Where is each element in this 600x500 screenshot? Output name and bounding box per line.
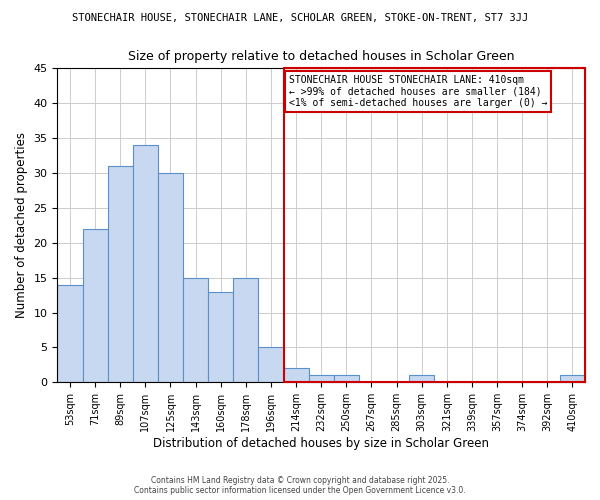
Bar xyxy=(158,173,183,382)
Text: Contains HM Land Registry data © Crown copyright and database right 2025.
Contai: Contains HM Land Registry data © Crown c… xyxy=(134,476,466,495)
Text: STONECHAIR HOUSE STONECHAIR LANE: 410sqm
← >99% of detached houses are smaller (: STONECHAIR HOUSE STONECHAIR LANE: 410sqm… xyxy=(289,74,547,108)
Bar xyxy=(284,68,585,382)
Y-axis label: Number of detached properties: Number of detached properties xyxy=(15,132,28,318)
Bar xyxy=(83,229,107,382)
Title: Size of property relative to detached houses in Scholar Green: Size of property relative to detached ho… xyxy=(128,50,514,63)
Text: STONECHAIR HOUSE, STONECHAIR LANE, SCHOLAR GREEN, STOKE-ON-TRENT, ST7 3JJ: STONECHAIR HOUSE, STONECHAIR LANE, SCHOL… xyxy=(72,12,528,22)
Bar xyxy=(284,368,308,382)
Bar xyxy=(183,278,208,382)
Bar xyxy=(233,278,259,382)
Bar xyxy=(133,145,158,382)
Bar xyxy=(560,376,585,382)
Bar xyxy=(107,166,133,382)
Bar xyxy=(334,376,359,382)
Bar xyxy=(259,348,284,382)
Bar xyxy=(208,292,233,382)
Bar xyxy=(58,284,83,382)
X-axis label: Distribution of detached houses by size in Scholar Green: Distribution of detached houses by size … xyxy=(153,437,489,450)
Bar xyxy=(308,376,334,382)
Bar xyxy=(409,376,434,382)
